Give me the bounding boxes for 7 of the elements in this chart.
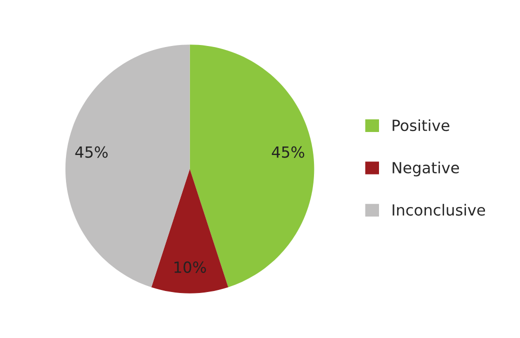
- legend-label: Positive: [392, 119, 450, 132]
- data-label: 45%: [75, 146, 108, 158]
- data-label: 45%: [272, 146, 304, 158]
- legend-label: Inconclusive: [392, 204, 485, 216]
- legend-label: Negative: [392, 162, 459, 176]
- data-label: 10%: [174, 261, 206, 273]
- pie-slice: [151, 169, 228, 294]
